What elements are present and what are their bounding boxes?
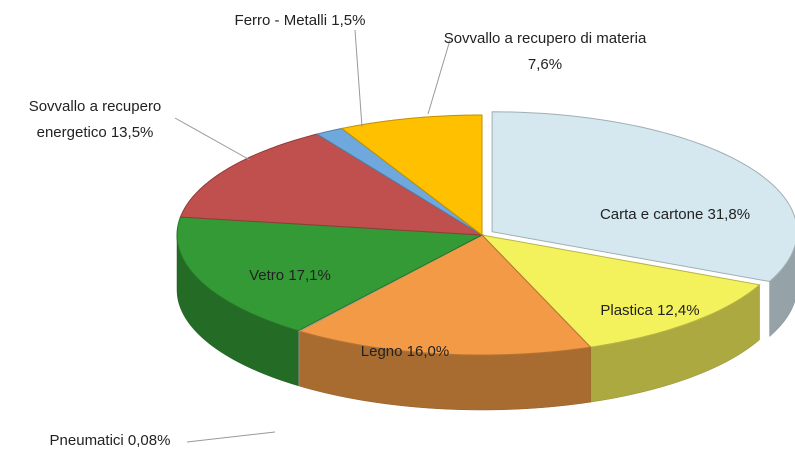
category-name: Carta e cartone [599,206,704,223]
value-label: 31,8% [707,206,751,223]
leader-line [186,431,276,443]
category-name: Sovvallo a recupero energetico [28,98,162,141]
category-name: Plastica [600,302,653,319]
slice-label: Sovvallo a recupero di materia 7,6% [435,26,655,78]
slice-top [298,234,592,356]
value-label: 13,5% [110,124,154,141]
slice-label: Sovvallo a recupero energetico 13,5% [5,94,185,146]
slice-label: Pneumatici 0,08% [30,428,190,454]
category-name: Pneumatici [49,432,124,449]
slice-label: Vetro 17,1% [220,263,360,289]
value-label: 0,08% [127,432,171,449]
slice-top [480,234,761,348]
leader-line [427,39,451,115]
category-name: Ferro - Metalli [234,12,328,29]
leader-line [354,29,363,128]
pie-tops [176,111,795,356]
slice-label: Legno 16,0% [330,339,480,365]
value-label: 17,1% [288,267,331,284]
value-label: 1,5% [331,12,366,29]
slice-label: Ferro - Metalli 1,5% [185,8,415,34]
category-name: Legno [360,343,403,360]
slice-label: Plastica 12,4% [580,298,720,324]
category-name: Sovvallo a recupero di materia [443,30,647,47]
category-name: Vetro [249,267,285,284]
pie-sides [176,234,795,411]
slice-top [179,133,483,236]
slice-top [176,216,484,332]
value-label: 12,4% [657,302,700,319]
value-label: 16,0% [406,343,450,360]
leader-line [174,117,251,161]
slice-label: Carta e cartone 31,8% [575,202,775,228]
slice-top [315,127,483,236]
value-label: 7,6% [527,56,563,73]
